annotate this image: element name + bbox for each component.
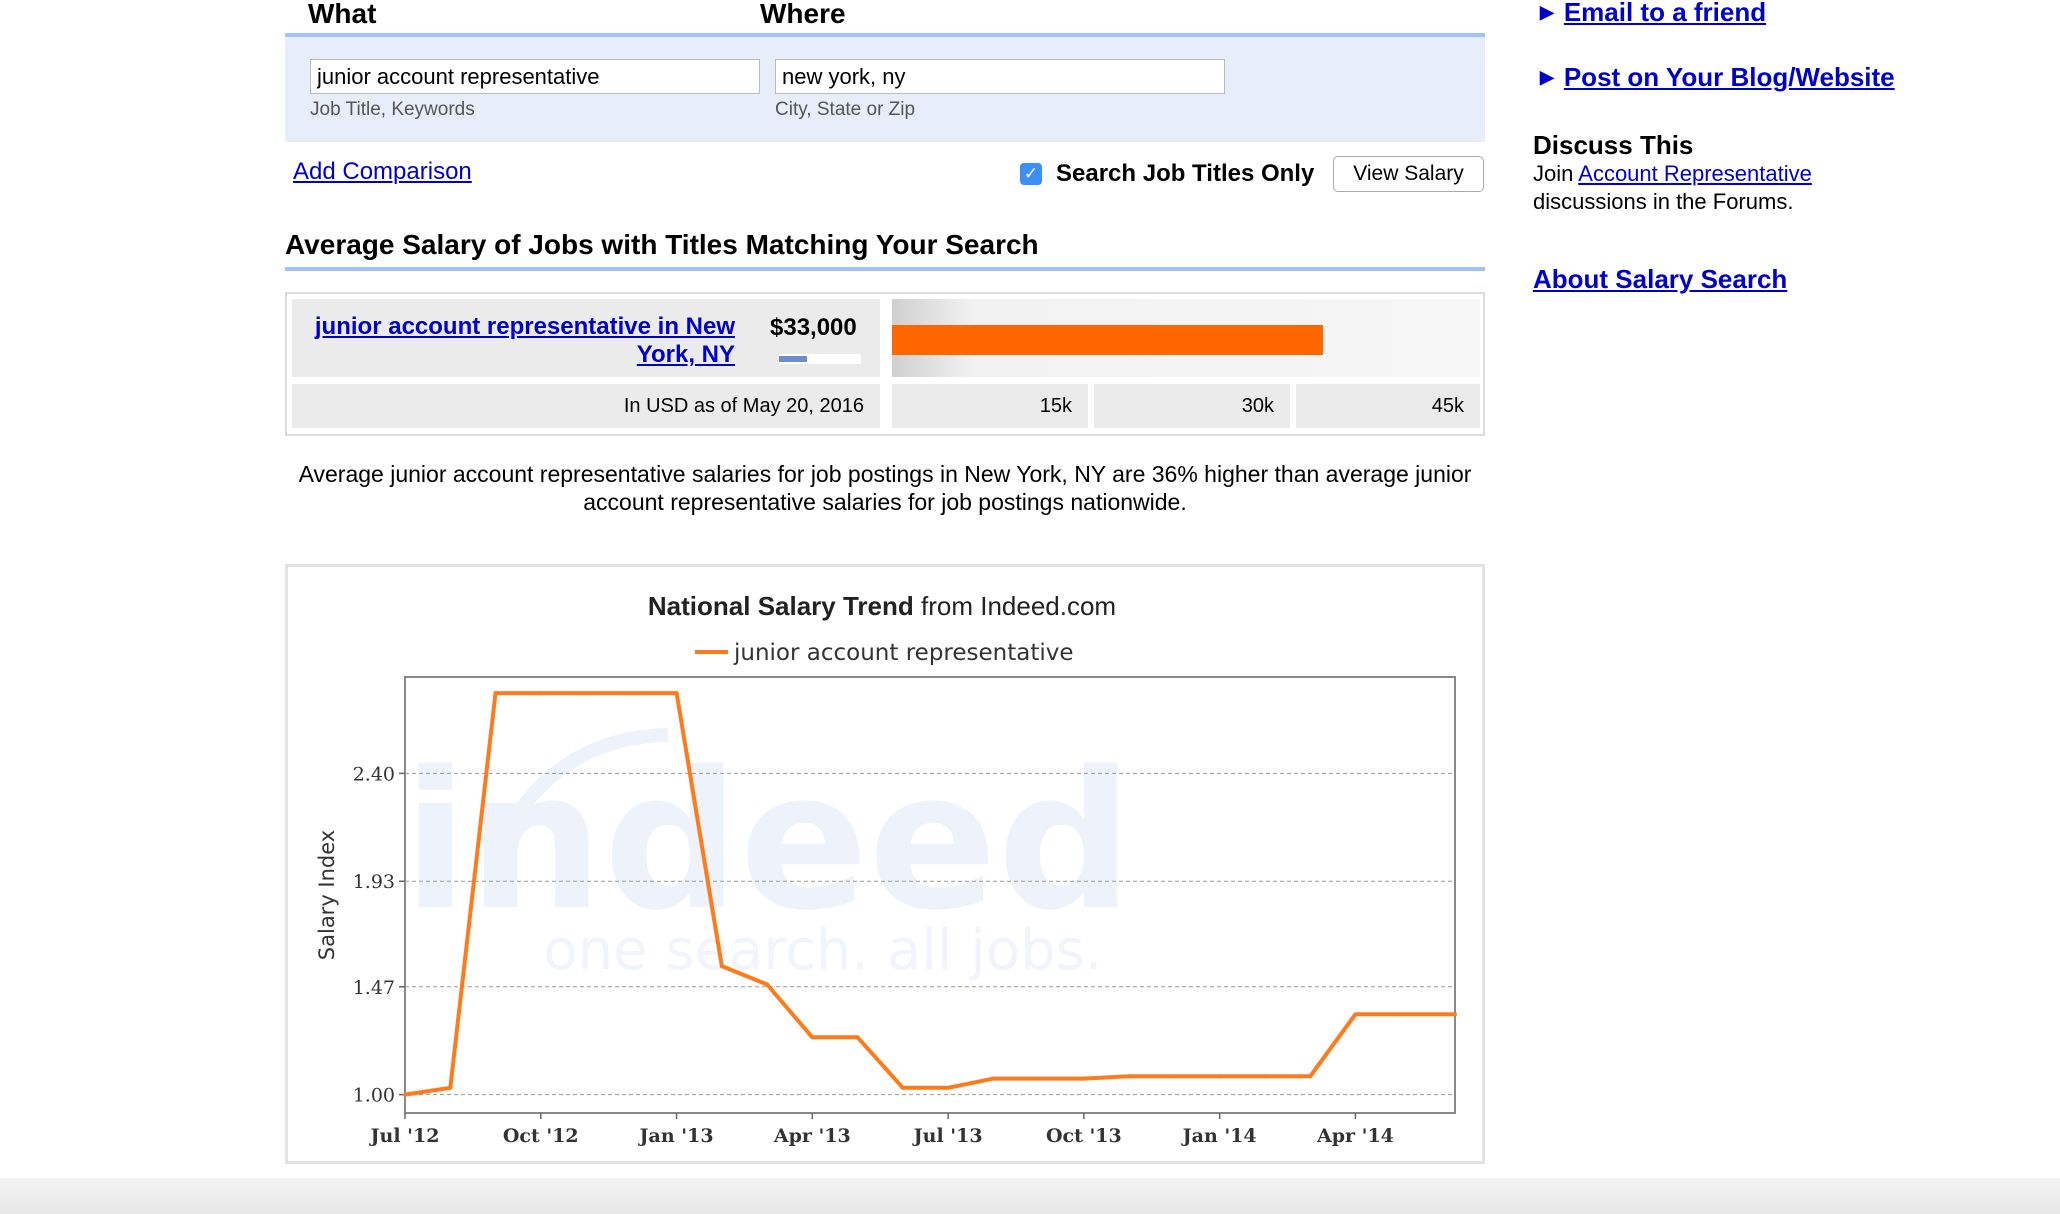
x-tick-label: Jan '13	[638, 1125, 714, 1147]
salary-amount: $33,000	[770, 314, 857, 341]
y-tick-label: 1.93	[353, 871, 395, 893]
mini-bar-fill	[779, 356, 807, 362]
view-salary-button[interactable]: View Salary	[1333, 156, 1484, 192]
y-tick-label: 1.00	[353, 1085, 395, 1107]
data-point	[810, 1035, 815, 1040]
mini-bar-track	[779, 354, 861, 364]
trend-chart-svg: National Salary Trend from Indeed.com ju…	[315, 591, 1457, 1147]
data-point	[765, 982, 770, 987]
average-salary-heading: Average Salary of Jobs with Titles Match…	[285, 229, 1485, 271]
x-tick-label: Apr '14	[1316, 1125, 1394, 1147]
x-axis-ticks: Jul '12 Oct '12 Jan '13 Apr '13 Jul '13 Oct '…	[369, 1113, 1394, 1147]
chart-series	[403, 691, 1457, 1097]
what-hint: Job Title, Keywords	[310, 99, 475, 120]
data-point	[946, 1085, 951, 1090]
watermark-tagline: one search. all jobs.	[543, 918, 1102, 983]
data-point	[1308, 1074, 1313, 1079]
discuss-suffix: discussions in the Forums.	[1533, 189, 1794, 214]
scale-label-45k: 45k	[1296, 384, 1480, 428]
chart-gridlines	[405, 772, 1455, 1096]
add-comparison-link[interactable]: Add Comparison	[293, 158, 472, 185]
plot-area-border	[404, 676, 1456, 1114]
y-tick-label: 2.40	[353, 763, 395, 785]
data-point	[1036, 1076, 1041, 1081]
titles-only-label[interactable]: Search Job Titles Only	[1056, 160, 1315, 187]
data-point	[991, 1076, 996, 1081]
discuss-prefix: Join	[1533, 161, 1574, 186]
job-location-link[interactable]: junior account representative in New Yor…	[314, 313, 735, 368]
currency-date-note: In USD as of May 20, 2016	[292, 384, 880, 428]
salary-trend-chart: National Salary Trend from Indeed.com ju…	[285, 564, 1485, 1164]
watermark-word: indeed	[403, 731, 1133, 952]
x-tick-label: Jul '13	[912, 1125, 983, 1147]
checkbox-checked-icon[interactable]: ✓	[1020, 163, 1042, 185]
data-point	[403, 1092, 407, 1097]
salary-summary-text: Average junior account representative sa…	[298, 461, 1472, 515]
x-tick-label: Jan '14	[1181, 1125, 1257, 1147]
data-point	[1398, 1012, 1403, 1017]
data-point	[493, 691, 498, 696]
what-label: What	[308, 0, 377, 29]
salary-table: junior account representative in New Yor…	[285, 292, 1485, 436]
triangle-right-icon: ▶	[1540, 2, 1554, 22]
watermark-arc	[486, 728, 669, 860]
discuss-text: Join Account Representative discussions …	[1533, 160, 1953, 216]
data-point	[855, 1035, 860, 1040]
email-friend-item[interactable]: ▶ Email to a friend	[1540, 0, 1766, 28]
legend-label: junior account representative	[733, 640, 1074, 666]
data-point	[900, 1085, 905, 1090]
data-point	[674, 691, 679, 696]
data-point	[1262, 1074, 1267, 1079]
y-tick-label: 1.47	[353, 977, 395, 999]
forum-link[interactable]: Account Representative	[1578, 161, 1812, 186]
scale-label-30k: 30k	[1094, 384, 1290, 428]
where-label: Where	[760, 0, 846, 29]
about-salary-search-link[interactable]: About Salary Search	[1533, 264, 1788, 294]
x-tick-label: Jul '12	[369, 1125, 440, 1147]
y-axis-label: Salary Index	[315, 830, 339, 960]
data-point	[1353, 1012, 1358, 1017]
discuss-title: Discuss This	[1533, 130, 1694, 160]
data-point	[719, 964, 724, 969]
data-point	[1217, 1074, 1222, 1079]
email-friend-link[interactable]: Email to a friend	[1563, 0, 1767, 27]
data-point	[1453, 1012, 1457, 1017]
x-tick-label: Oct '12	[503, 1125, 579, 1147]
data-point	[538, 691, 543, 696]
post-blog-link[interactable]: Post on Your Blog/Website	[1563, 62, 1895, 92]
salary-bar-area	[892, 299, 1480, 377]
data-point	[1081, 1076, 1086, 1081]
salary-bar	[892, 325, 1324, 355]
data-point	[448, 1085, 453, 1090]
data-point	[1127, 1074, 1132, 1079]
chart-title: National Salary Trend from Indeed.com	[648, 591, 1116, 621]
y-axis-ticks: 1.00 1.47 1.93 2.40	[353, 763, 405, 1107]
post-blog-item[interactable]: ▶ Post on Your Blog/Website	[1540, 62, 1895, 93]
browser-bottom-bar	[0, 1178, 2060, 1214]
salary-row: junior account representative in New Yor…	[292, 299, 880, 377]
where-input[interactable]	[775, 59, 1225, 94]
data-point	[584, 691, 589, 696]
titles-only-toggle[interactable]: ✓ Search Job Titles Only	[1020, 160, 1314, 188]
data-point	[1172, 1074, 1177, 1079]
x-tick-label: Oct '13	[1046, 1125, 1122, 1147]
search-box: Job Title, Keywords City, State or Zip	[285, 33, 1485, 142]
where-hint: City, State or Zip	[775, 99, 916, 120]
what-input[interactable]	[310, 59, 760, 94]
x-tick-label: Apr '13	[773, 1125, 851, 1147]
scale-label-15k: 15k	[892, 384, 1088, 428]
series-line	[404, 691, 1455, 1097]
triangle-right-icon: ▶	[1540, 67, 1554, 87]
data-point	[629, 691, 634, 696]
